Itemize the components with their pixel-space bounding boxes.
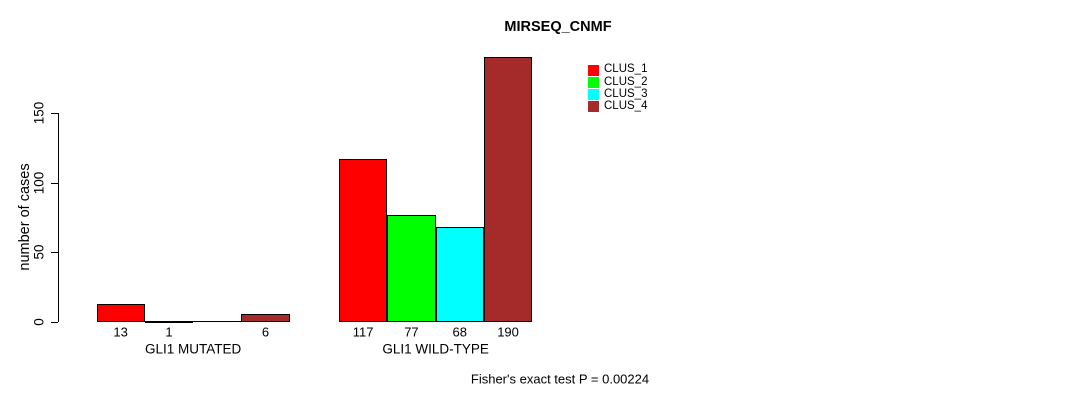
y-tick-mark [51,322,58,323]
y-axis-line [58,113,59,322]
legend-item: CLUS_4 [588,99,648,113]
legend-swatch [588,88,599,100]
legend-swatch [588,76,599,88]
legend-label: CLUS_1 [604,63,648,76]
bar [96,303,145,322]
bar-value-label: 190 [497,324,519,339]
bar [339,158,388,322]
y-tick-mark [51,113,58,114]
legend-item: CLUS_3 [588,88,647,100]
y-tick-mark [51,182,58,184]
bar-value-label: 77 [404,324,419,339]
bar-value-label: 6 [261,324,270,339]
group-label: GLI1 WILD-TYPE [382,341,489,356]
bar [483,57,533,322]
group-label: GLI1 MUTATED [144,341,242,356]
bar-value-label: 117 [352,324,374,339]
y-tick-label: 50 [31,244,47,260]
legend-label: CLUS_4 [604,99,648,112]
bar [241,313,290,322]
legend-label: CLUS_3 [604,87,648,100]
y-tick-label: 100 [31,171,47,194]
legend-item: CLUS_1 [588,64,647,76]
fisher-test-note: Fisher's exact test P = 0.00224 [470,371,650,387]
legend-label: CLUS_2 [604,75,648,88]
y-tick-label: 150 [31,101,47,125]
y-tick-mark [51,252,58,254]
bar [144,320,194,323]
bar [435,227,484,322]
chart-title: MIRSEQ_CNMF [504,19,612,35]
legend: CLUS_1 CLUS_2 CLUS_3 CLUS_4 [588,64,647,113]
bar-value-label: 1 [165,324,173,339]
bar [387,214,436,322]
y-tick-label: 0 [31,318,47,326]
bar-value-label: 68 [452,324,467,339]
bar-value-label: 13 [113,324,128,339]
legend-swatch [588,64,599,76]
bar [193,321,242,322]
legend-swatch [588,101,599,113]
legend-item: CLUS_2 [588,76,647,88]
